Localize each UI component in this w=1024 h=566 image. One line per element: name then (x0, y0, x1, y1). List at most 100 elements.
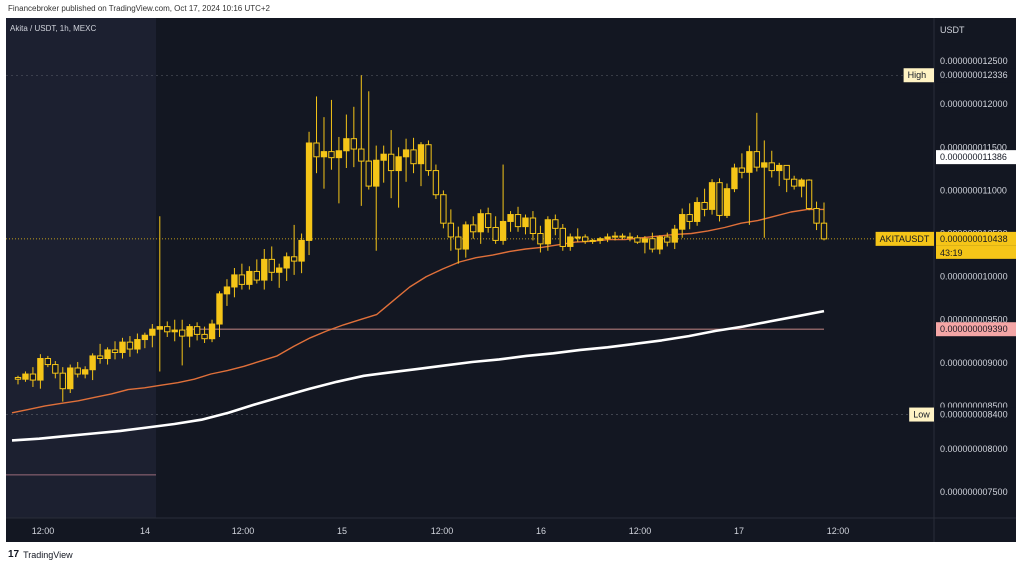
tradingview-logo-icon: 17 (8, 549, 20, 560)
candle-body (798, 179, 805, 187)
candle-body (790, 178, 798, 187)
price-tags: 0.000000012336High0.0000000113860.000000… (875, 68, 1016, 422)
y-tick-label: 0.000000008500 (940, 401, 1008, 411)
candle-body (380, 153, 387, 161)
candle-body (74, 367, 81, 375)
candle-body (447, 222, 455, 238)
candle-body (67, 367, 74, 390)
candle-body (581, 236, 589, 242)
candle-body (805, 179, 813, 210)
candle-body (156, 326, 163, 330)
ma-fast-line (11, 208, 824, 414)
chart-frame: USDT 0.000000012500 0.000000012000 0.00000… (6, 18, 1016, 542)
x-tick-label: 14 (140, 526, 150, 536)
candle-body (305, 142, 313, 241)
candle-body (626, 236, 634, 239)
candle-body (492, 226, 499, 241)
candle-body (193, 326, 201, 335)
high-tag-box (936, 68, 1016, 83)
price-chart[interactable]: USDT 0.0000000125000.0000000120000.00000… (6, 18, 1016, 542)
moving-average-lines (11, 208, 825, 442)
candle-body (216, 293, 223, 325)
candle-body (522, 217, 529, 228)
candle-body (373, 159, 380, 187)
candle-body (462, 224, 469, 250)
candle-body (649, 238, 656, 250)
countdown-value: 43:19 (940, 248, 963, 258)
candle-body (320, 151, 328, 158)
candle-body (37, 358, 44, 381)
level-1-tag-box (936, 150, 1016, 165)
candle-body (14, 376, 22, 380)
candle-body (514, 214, 522, 228)
candle-body (335, 150, 343, 159)
y-tick-label: 0.000000011500 (940, 142, 1007, 152)
candle-body (574, 236, 581, 239)
tradingview-brand: TradingView (23, 549, 73, 560)
candle-body (149, 328, 156, 336)
candle-body (432, 170, 440, 196)
candle-body (693, 201, 701, 222)
candle-body (410, 149, 417, 165)
candle-body (507, 214, 514, 222)
candle-body (104, 349, 111, 360)
current-tag-value: 0.000000010438 (940, 234, 1008, 244)
high-tag-label-box (903, 68, 934, 83)
candle-body (813, 208, 820, 224)
x-tick-label: 12:00 (32, 526, 55, 536)
candle-body (313, 142, 320, 158)
publisher-attribution: Financebroker published on TradingView.c… (8, 4, 271, 13)
candle-body (81, 369, 89, 375)
candle-body (223, 286, 231, 295)
candle-body (186, 326, 193, 337)
current-tag-box (936, 231, 1016, 246)
candle-body (559, 227, 566, 247)
y-tick-label: 0.000000012000 (940, 99, 1008, 109)
candle-body (208, 323, 216, 340)
candle-body (402, 149, 410, 158)
low-tag-value: 0.000000008400 (940, 410, 1008, 420)
candle-body (604, 236, 611, 240)
candle-body (761, 162, 768, 168)
candle-body (701, 201, 708, 210)
high-tag-label: High (908, 70, 927, 80)
candle-body (164, 326, 171, 333)
currency-label: USDT (940, 25, 965, 35)
x-tick-label: 16 (536, 526, 546, 536)
candle-body (201, 333, 208, 340)
candle-body (664, 236, 671, 243)
candle-body (261, 258, 268, 281)
y-tick-label: 0.000000007500 (940, 487, 1008, 497)
candle-body (395, 156, 402, 172)
x-tick-label: 12:00 (629, 526, 652, 536)
candle-body (96, 355, 104, 360)
candle-body (529, 217, 537, 235)
level-1-tag-value: 0.000000011386 (940, 152, 1007, 162)
candle-body (89, 355, 96, 371)
candle-body (544, 219, 552, 245)
plot-area (6, 18, 934, 518)
candle-body (178, 329, 186, 337)
candle-body (126, 341, 134, 350)
candle-body (679, 214, 686, 230)
candle-body (746, 151, 753, 173)
candle-body (716, 182, 723, 216)
candle-body (641, 238, 649, 243)
level-2-tag-value: 0.000000009390 (940, 324, 1008, 334)
candle-body (238, 274, 246, 285)
candle-body (723, 188, 731, 216)
candle-body (328, 151, 335, 159)
candle-body (783, 164, 790, 180)
time-axis[interactable]: 12:00 14 12:00 15 12:00 16 12:00 17 12:00 (32, 526, 850, 536)
price-axis[interactable]: 0.000000012500 0.000000012000 0.0000000115… (940, 56, 1008, 497)
candle-body (656, 236, 664, 250)
candle-body (753, 151, 761, 168)
candle-body (776, 164, 783, 172)
candle-body (298, 239, 305, 262)
candle-body (820, 222, 828, 240)
candle-body (358, 148, 365, 162)
candle-body (52, 364, 59, 374)
candle-body (387, 153, 395, 172)
candle-body (231, 274, 238, 288)
session-shade (6, 18, 156, 518)
